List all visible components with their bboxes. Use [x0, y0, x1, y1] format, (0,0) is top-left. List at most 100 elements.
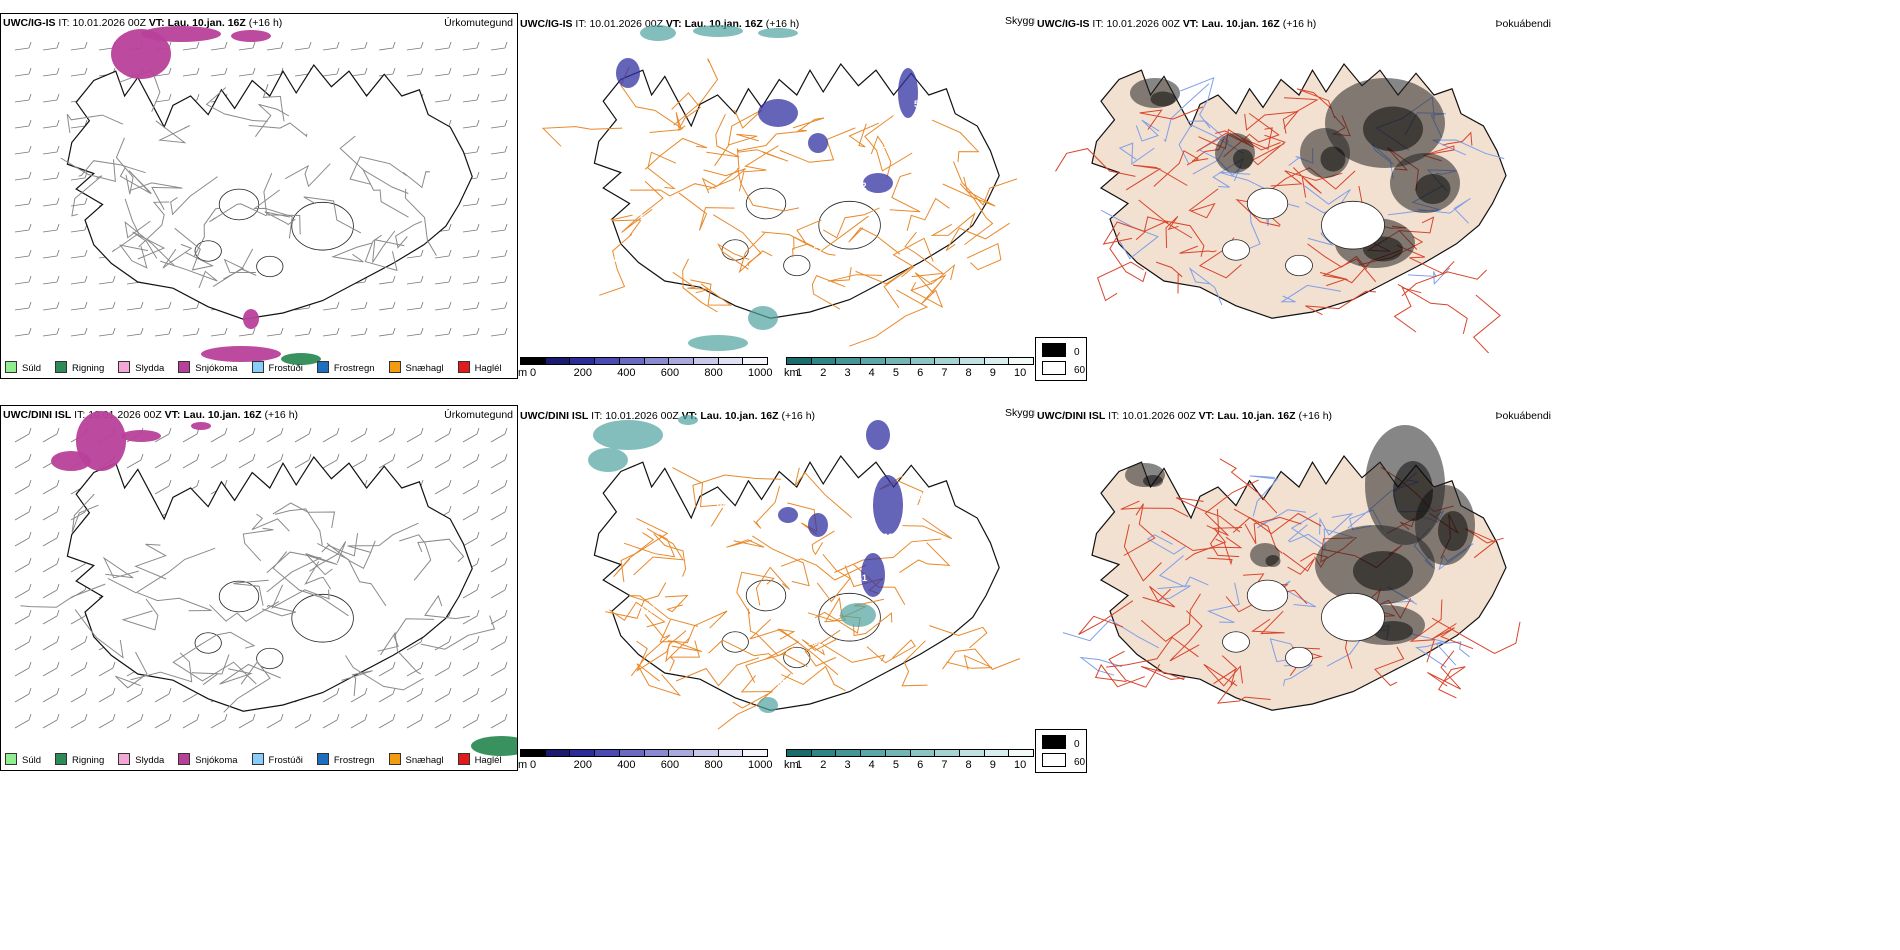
- road-line: [1185, 527, 1243, 561]
- wind-barb: [490, 641, 506, 651]
- scale-swatch: [545, 358, 571, 364]
- road-line: [60, 157, 116, 183]
- wind-barb: [434, 667, 450, 677]
- model-name: UWC/DINI ISL: [520, 410, 589, 422]
- road-line: [1198, 128, 1281, 151]
- wind-barb-flag: [504, 275, 508, 283]
- wind-barb: [70, 719, 86, 729]
- wind-barb: [434, 307, 450, 311]
- km-scale-tick: 6: [917, 759, 924, 771]
- road-line: [761, 215, 869, 252]
- wind-barb-flag: [112, 687, 116, 695]
- wind-barb: [378, 333, 394, 337]
- legend-label: Frostregn: [333, 755, 375, 766]
- wind-barb-flag: [56, 583, 60, 591]
- meters-scale-tick: 0: [530, 759, 537, 771]
- wind-barb: [266, 47, 282, 51]
- scale-swatch: [570, 358, 596, 364]
- visibility-value-label: 103: [578, 427, 593, 437]
- wind-barb: [350, 333, 366, 337]
- it-label: IT:: [1108, 410, 1120, 422]
- wind-barb-flag: [56, 41, 60, 49]
- wind-barb-flag: [476, 531, 480, 539]
- wind-barb-flag: [56, 427, 60, 435]
- precip-legend: Súld Rigning Slydda Snjókoma Frostúði Frostre…: [5, 753, 516, 766]
- road-line: [1409, 599, 1443, 663]
- field-blob: [808, 133, 828, 153]
- wind-barb-flag: [448, 223, 452, 231]
- wind-barb-flag: [28, 301, 32, 309]
- field-blob: [758, 28, 798, 38]
- wind-barb: [350, 433, 366, 443]
- road-line: [848, 227, 901, 255]
- wind-barb: [70, 229, 86, 233]
- it-label: IT:: [1092, 18, 1104, 30]
- road-line: [66, 113, 124, 133]
- road-line: [138, 201, 170, 248]
- scale-swatch: [935, 750, 960, 756]
- wind-barb-flag: [56, 197, 60, 205]
- wind-barb: [42, 433, 58, 443]
- wind-barb-flag: [56, 609, 60, 617]
- glacier-outline: [218, 580, 260, 613]
- visibility-map: 154 106 112 98 190 12 59 159 5 106 162 0: [541, 25, 1018, 351]
- km-scale-tick: 9: [989, 759, 996, 771]
- wind-barb: [434, 73, 450, 77]
- wind-barb-flag: [504, 583, 508, 591]
- road-line: [196, 631, 256, 649]
- wind-barb: [14, 615, 30, 625]
- wind-barb-flag: [392, 275, 396, 283]
- road-line: [1188, 188, 1219, 219]
- km-scale-tick: 4: [868, 759, 875, 771]
- road-line: [233, 579, 269, 606]
- wind-barb-flag: [112, 327, 116, 335]
- wind-barb-flag: [392, 687, 396, 695]
- road-line: [633, 528, 684, 576]
- km-scale-tick: 1: [796, 367, 803, 379]
- scale-swatch: [910, 358, 936, 364]
- wind-barb-flag: [504, 249, 508, 257]
- field-blob: [1320, 146, 1346, 172]
- wind-barb-flag: [140, 327, 144, 335]
- wind-barb-flag: [420, 67, 424, 75]
- wind-barb-flag: [476, 119, 480, 127]
- wind-barb: [42, 229, 58, 233]
- wind-barb: [266, 719, 282, 729]
- road-line: [811, 530, 835, 556]
- wind-barb: [238, 433, 254, 443]
- km-scale-tick: 3: [844, 367, 851, 379]
- wind-barb-flag: [504, 635, 508, 643]
- lead-time: (+16 h): [765, 18, 800, 30]
- wind-barb-flag: [392, 327, 396, 335]
- road-line: [672, 467, 726, 527]
- scale-swatch: [718, 750, 744, 756]
- meters-scale-tick: 1000: [748, 367, 773, 379]
- lead-time: (+16 h): [1282, 18, 1317, 30]
- wind-barb-flag: [448, 713, 452, 721]
- road-line: [946, 654, 993, 670]
- glacier-outline: [721, 631, 749, 653]
- wind-barb-flag: [28, 93, 32, 101]
- km-scale-tick: 3: [844, 759, 851, 771]
- road-line: [675, 657, 760, 687]
- wind-barb-flag: [84, 301, 88, 309]
- wind-barb-flag: [224, 327, 228, 335]
- wind-barb: [14, 47, 30, 51]
- wind-barb: [462, 333, 478, 337]
- road-line: [714, 133, 760, 167]
- wind-barb-flag: [196, 453, 200, 461]
- km-scale-tick: 4: [868, 367, 875, 379]
- road-line: [284, 163, 331, 188]
- wind-barb-flag: [476, 301, 480, 309]
- km-scale-bar: [786, 749, 1034, 757]
- wind-barb: [42, 667, 58, 677]
- road-line: [1280, 284, 1341, 303]
- field-blob: [873, 475, 903, 535]
- road-line: [1292, 167, 1322, 198]
- wind-barb: [434, 433, 450, 443]
- wind-barb-flag: [84, 713, 88, 721]
- wind-barb: [14, 667, 30, 677]
- glacier-outline: [1246, 187, 1289, 220]
- legend-swatch: [55, 361, 68, 373]
- wind-barb: [490, 281, 506, 285]
